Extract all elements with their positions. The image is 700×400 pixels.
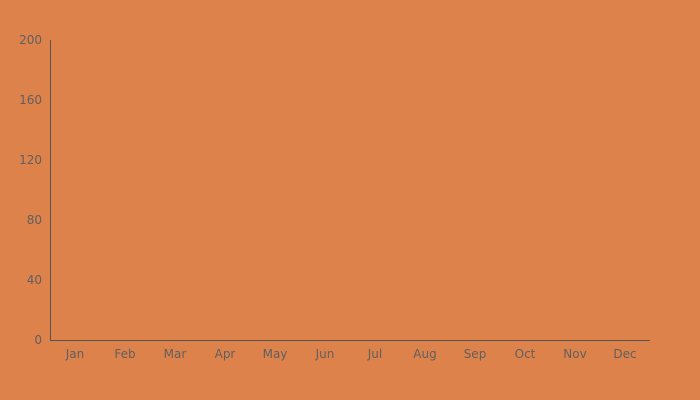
x-tick-label: Jun xyxy=(315,347,335,361)
x-axis-ticks: Jan Feb Mar Apr May Jun Jul Aug Sep Oct Nov Dec xyxy=(65,347,637,361)
x-tick-label: Aug xyxy=(413,347,436,361)
y-tick-label: 200 xyxy=(19,33,42,47)
x-tick-label: Mar xyxy=(164,347,187,361)
y-tick-label: 40 xyxy=(27,273,42,287)
x-tick-label: Sep xyxy=(464,347,487,361)
x-tick-label: Oct xyxy=(515,347,536,361)
y-tick-label: 0 xyxy=(34,333,42,347)
x-tick-label: Jul xyxy=(367,347,382,361)
y-tick-label: 80 xyxy=(27,213,42,227)
x-tick-label: Dec xyxy=(613,347,636,361)
y-tick-label: 120 xyxy=(19,153,42,167)
x-tick-label: Jan xyxy=(65,347,85,361)
x-tick-label: Nov xyxy=(563,347,586,361)
x-tick-label: Apr xyxy=(215,347,236,361)
y-tick-label: 160 xyxy=(19,93,42,107)
x-tick-label: May xyxy=(263,347,288,361)
y-axis-ticks: 0 40 80 120 160 200 xyxy=(19,33,42,347)
x-tick-label: Feb xyxy=(114,347,135,361)
